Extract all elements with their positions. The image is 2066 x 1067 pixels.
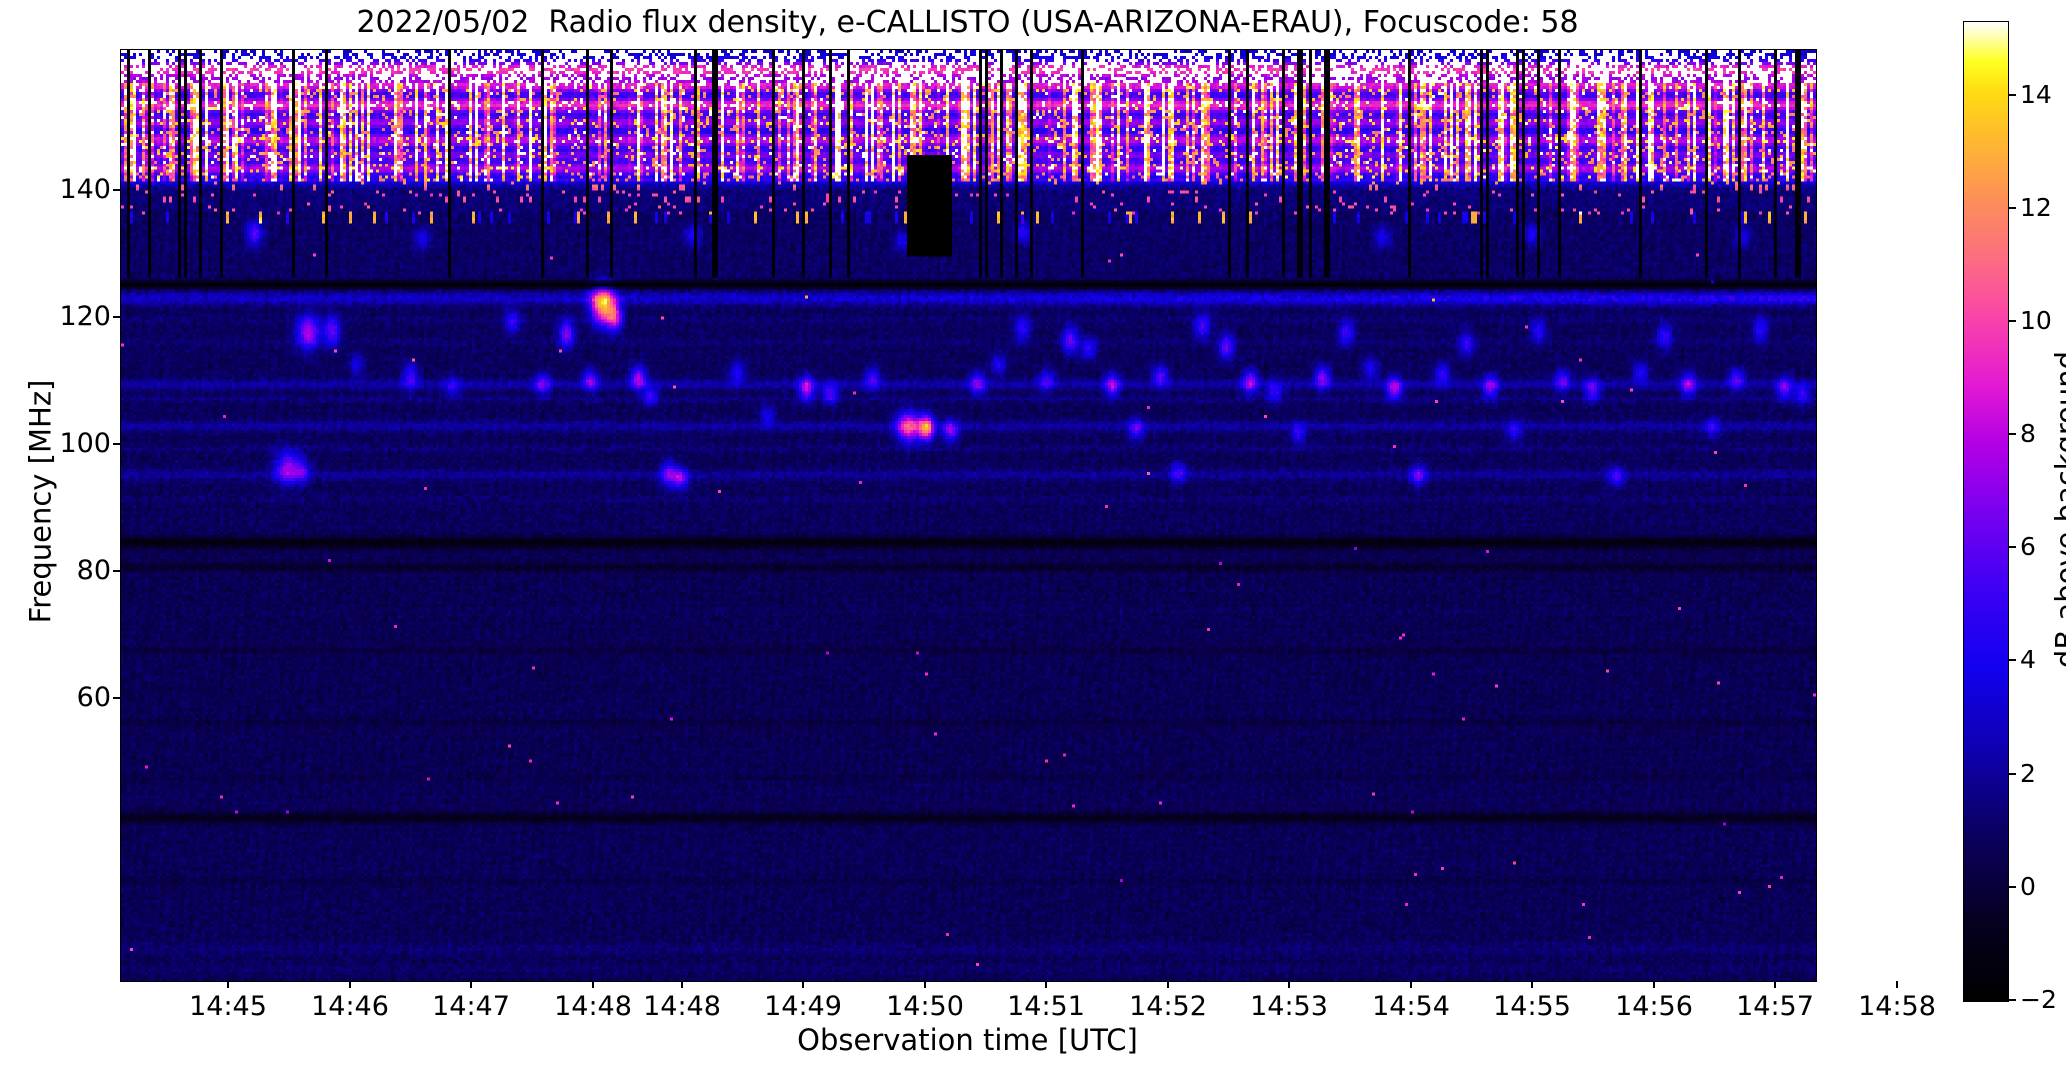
- colorbar-label: dB above background: [2049, 350, 2066, 669]
- x-tick-label: 14:47: [432, 991, 510, 1022]
- colorbar-tick-label: 0: [2020, 871, 2036, 901]
- x-tick-label: 14:54: [1372, 991, 1450, 1022]
- x-tick-label: 14:49: [764, 991, 842, 1022]
- colorbar-tick-mark: [2009, 885, 2016, 888]
- x-tick-label: 14:52: [1129, 991, 1207, 1022]
- y-tick-mark: [113, 443, 120, 445]
- x-tick-mark: [349, 981, 351, 988]
- x-tick-mark: [1896, 981, 1898, 988]
- x-tick-label: 14:53: [1250, 991, 1328, 1022]
- colorbar-tick-label: 6: [2020, 532, 2036, 562]
- x-tick-mark: [1167, 981, 1169, 988]
- colorbar-tick-label: 4: [2020, 645, 2036, 675]
- x-tick-label: 14:51: [1007, 991, 1085, 1022]
- colorbar-tick-label: 2: [2020, 758, 2036, 788]
- spectrogram-heatmap: [121, 50, 1816, 981]
- x-tick-mark: [1774, 981, 1776, 988]
- colorbar-gradient: [1964, 22, 2008, 1001]
- x-tick-mark: [1531, 981, 1533, 988]
- x-tick-label: 14:55: [1493, 991, 1571, 1022]
- x-tick-label: 14:56: [1615, 991, 1693, 1022]
- x-tick-label: 14:50: [886, 991, 964, 1022]
- colorbar-tick-label: 8: [2020, 419, 2036, 449]
- colorbar-tick-mark: [2009, 93, 2016, 96]
- colorbar-tick-mark: [2009, 659, 2016, 662]
- x-axis-label: Observation time [UTC]: [797, 1023, 1138, 1057]
- x-tick-mark: [227, 981, 229, 988]
- x-tick-mark: [1288, 981, 1290, 988]
- x-tick-mark: [1410, 981, 1412, 988]
- x-tick-mark: [681, 981, 683, 988]
- x-tick-mark: [924, 981, 926, 988]
- y-tick-label: 140: [59, 174, 111, 205]
- colorbar-tick-mark: [2009, 772, 2016, 775]
- colorbar-tick-mark: [2009, 319, 2016, 322]
- x-tick-label: 14:57: [1736, 991, 1814, 1022]
- y-tick-mark: [113, 189, 120, 191]
- colorbar-tick-label: 10: [2020, 305, 2052, 335]
- spectrogram-axes: [120, 49, 1817, 982]
- x-tick-label: 14:46: [311, 991, 389, 1022]
- y-axis-label: Frequency [MHz]: [23, 379, 58, 624]
- y-tick-label: 100: [59, 428, 111, 459]
- colorbar-tick-mark: [2009, 433, 2016, 436]
- y-tick-mark: [113, 316, 120, 318]
- x-tick-label: 14:58: [1858, 991, 1936, 1022]
- colorbar-axes: [1963, 21, 2009, 1002]
- colorbar-tick-mark: [2009, 546, 2016, 549]
- y-tick-label: 120: [59, 301, 111, 332]
- x-tick-mark: [1653, 981, 1655, 988]
- x-tick-label: 14:45: [189, 991, 267, 1022]
- y-tick-mark: [113, 570, 120, 572]
- y-tick-label: 60: [76, 682, 111, 713]
- colorbar-tick-label: 12: [2020, 192, 2052, 222]
- colorbar-tick-mark: [2009, 206, 2016, 209]
- colorbar-tick-label: 14: [2020, 79, 2052, 109]
- x-tick-mark: [1045, 981, 1047, 988]
- x-tick-label: 14:48: [554, 991, 632, 1022]
- colorbar-tick-mark: [2009, 999, 2016, 1001]
- y-tick-mark: [113, 697, 120, 699]
- x-tick-mark: [802, 981, 804, 988]
- x-tick-mark: [470, 981, 472, 988]
- y-tick-label: 80: [76, 555, 111, 586]
- x-tick-label: 14:48: [643, 991, 721, 1022]
- x-tick-mark: [592, 981, 594, 988]
- colorbar-tick-label: −2: [2020, 985, 2057, 1014]
- page-title: 2022/05/02 Radio flux density, e-CALLIST…: [356, 5, 1579, 40]
